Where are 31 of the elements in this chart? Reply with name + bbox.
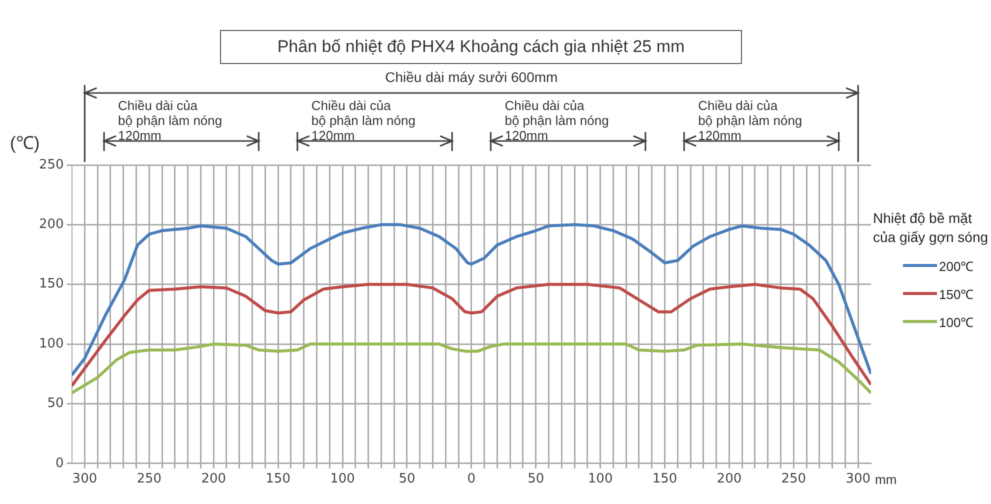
- legend-label: 150℃: [939, 286, 974, 303]
- x-tick-label: 250: [136, 472, 162, 487]
- x-axis-title: mm: [875, 472, 897, 488]
- y-axis-title: (℃): [10, 133, 40, 154]
- x-tick-label: 300: [846, 472, 871, 487]
- text: Chiều dài của bộ phận làm nóng 120mm: [504, 98, 610, 144]
- y-tick-label: 50: [47, 396, 64, 412]
- y-tick-label: 150: [38, 276, 64, 292]
- x-tick-label: 200: [716, 472, 742, 487]
- legend-label: 200℃: [939, 258, 974, 275]
- x-tick-label: 300: [72, 472, 98, 487]
- x-tick-label: 200: [201, 472, 226, 487]
- chart-title: Phân bố nhiệt độ PHX4 Khoảng cách gia nhiệt 25 mm: [220, 30, 742, 64]
- x-tick-label: 50: [398, 472, 416, 487]
- x-tick-label: 150: [652, 472, 678, 487]
- y-tick-label: 100: [38, 336, 64, 352]
- x-tick-label: 100: [588, 472, 613, 487]
- y-tick-label: 200: [38, 217, 64, 232]
- x-tick-label: 150: [266, 472, 290, 487]
- x-tick-label: 50: [528, 472, 544, 487]
- text: Chiều dài của bộ phận làm nóng 120mm: [698, 98, 804, 144]
- y-tick-label: 0: [56, 456, 64, 471]
- x-tick-label: 250: [781, 472, 806, 487]
- x-tick-label: 100: [330, 472, 355, 487]
- text: Chiều dài của bộ phận làm nóng 120mm: [311, 98, 416, 144]
- text: Chiều dài máy sưởi 600mm: [384, 69, 559, 86]
- legend-title: Nhiệt độ bề mặt của giấy gợn sóng: [873, 209, 990, 247]
- y-tick-label: 250: [38, 157, 64, 172]
- x-tick-label: 0: [467, 472, 476, 487]
- legend-label: 100℃: [939, 314, 974, 331]
- text: Chiều dài của bộ phận làm nóng 120mm: [118, 98, 224, 144]
